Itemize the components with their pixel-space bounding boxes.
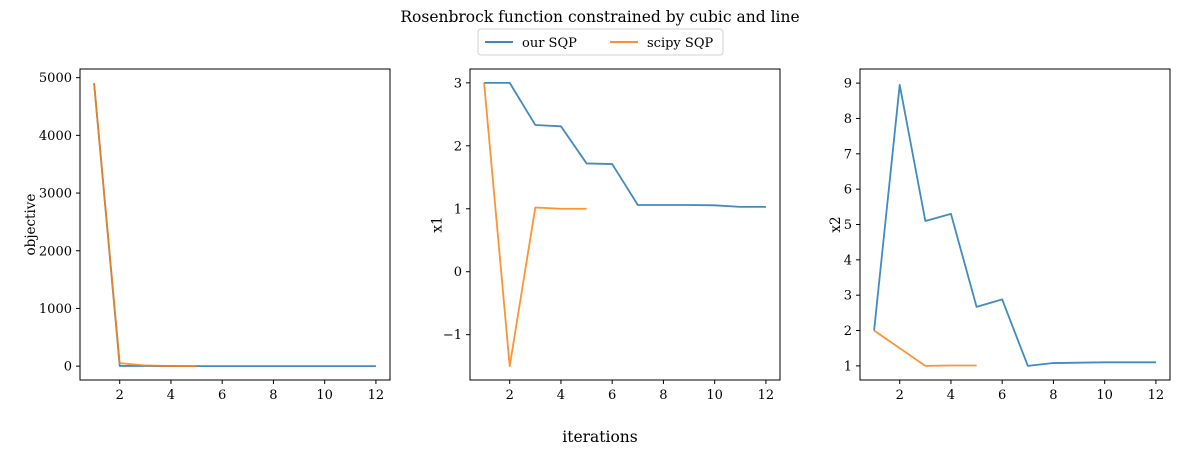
y-tick-label: 1 [844,359,852,374]
x-tick-label: 2 [506,388,514,403]
x-tick-label: 10 [316,388,333,403]
y-tick-label: 1000 [39,302,72,317]
y-tick-label: 2 [454,139,462,154]
x-tick-label: 4 [557,388,565,403]
series-line-our-sqp [873,84,1156,367]
y-tick-label: 0 [454,265,462,280]
axes-frame [79,68,391,381]
x-tick-label: 6 [608,388,616,403]
x-tick-label: 4 [947,388,955,403]
x-tick-label: 12 [758,388,775,403]
objective-panel: 2 4 6 8 10 12 0 1000 2000 3000 4000 5000 objective [23,68,391,403]
x-tick-label: 6 [998,388,1006,403]
axes-frame [469,68,781,381]
legend-frame [477,28,724,56]
legend-label-scipy-sqp: scipy SQP [647,36,713,51]
x-tick-label: 10 [1096,388,1113,403]
y-tick-label: 3000 [39,187,72,202]
y-axis-label: x2 [828,216,844,232]
y-tick-label: 5 [844,218,852,233]
x-tick-label: 12 [1148,388,1165,403]
x-tick-label: 6 [218,388,226,403]
y-tick-label: −1 [443,328,462,343]
x-tick-label: 12 [368,388,385,403]
x-tick-label: 2 [896,388,904,403]
y-tick-label: 3 [844,289,852,304]
legend: our SQP scipy SQP [477,28,724,56]
y-tick-label: 5000 [39,71,72,86]
y-tick-label: 4000 [39,129,72,144]
y-tick-label: 3 [454,76,462,91]
series-line-our-sqp [484,81,766,208]
legend-label-our-sqp: our SQP [522,36,577,51]
series-line-scipy-sqp [93,83,197,368]
y-axis-label: x1 [430,216,446,232]
y-tick-label: 2000 [39,244,72,259]
x-tick-label: 4 [167,388,175,403]
y-tick-label: 9 [844,77,852,92]
series-line-scipy-sqp [483,82,587,368]
x-tick-label: 8 [1049,388,1057,403]
y-tick-label: 2 [844,324,852,339]
y-tick-label: 6 [844,183,852,198]
series-line-our-sqp [93,83,376,368]
y-tick-label: 1 [454,202,462,217]
x-tick-label: 8 [269,388,277,403]
figure-title: Rosenbrock function constrained by cubic… [400,8,799,26]
y-tick-label: 8 [844,112,852,127]
series-line-scipy-sqp [873,329,977,367]
y-tick-label: 0 [64,360,72,375]
x-tick-label: 10 [706,388,723,403]
x-tick-label: 8 [659,388,667,403]
y-tick-label: 4 [844,253,852,268]
y-tick-label: 7 [844,147,852,162]
y-axis-label: objective [23,194,39,256]
figure-xlabel: iterations [562,428,638,446]
x-tick-label: 2 [116,388,124,403]
